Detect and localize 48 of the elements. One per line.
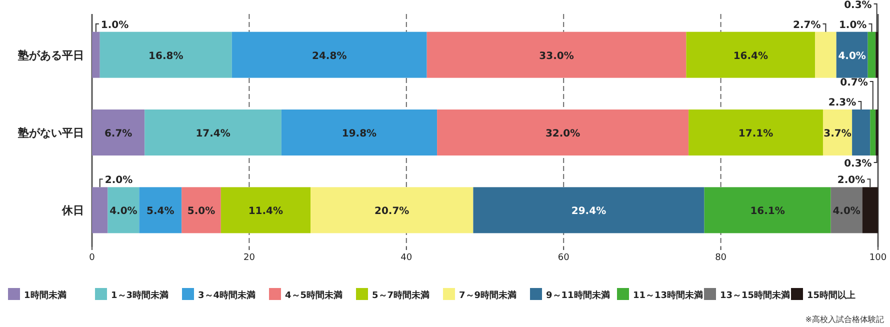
data-label: 20.7% (374, 206, 410, 218)
data-label: 24.8% (312, 50, 347, 62)
legend-label: 9～11時間未満 (546, 290, 610, 301)
data-label: 4.0% (832, 206, 860, 218)
data-label: 0.3% (844, 0, 872, 11)
data-label: 2.0% (837, 175, 866, 186)
data-label: 2.3% (828, 98, 856, 108)
x-tick-label: 100 (869, 253, 887, 263)
x-tick-label: 0 (89, 253, 96, 263)
data-label: 0.7% (840, 78, 868, 88)
text: ※高校入試合格体験記 (805, 315, 884, 324)
x-tick-label: 80 (715, 253, 727, 263)
data-label: 3.7% (824, 128, 852, 140)
data-label: 17.1% (738, 128, 774, 140)
data-label: 32.0% (545, 128, 580, 140)
data-label: 4.0% (838, 50, 866, 62)
data-label: 11.4% (248, 206, 284, 218)
data-label: 5.4% (146, 206, 174, 218)
data-label: 29.4% (571, 206, 606, 218)
y-tick-label: 塾がない平日 (17, 126, 84, 140)
legend-label: 11～13時間未満 (633, 290, 704, 301)
data-label: 2.0% (104, 175, 133, 186)
legend-label: 1～3時間未満 (111, 290, 169, 301)
data-label: 17.4% (196, 128, 230, 140)
data-label: 6.7% (104, 128, 132, 140)
legend-label: 7～9時間未満 (459, 290, 517, 301)
x-tick-label: 60 (558, 253, 570, 263)
data-label: 0.3% (844, 158, 872, 170)
data-label: 16.4% (733, 50, 768, 62)
data-label: 1.0% (100, 20, 129, 31)
data-label: 16.1% (750, 206, 785, 218)
data-label: 1.0% (838, 20, 867, 31)
x-tick-label: 40 (400, 253, 412, 263)
data-label: 5.0% (187, 206, 216, 218)
y-tick-label: 休日 (61, 204, 84, 218)
data-label: 33.0% (539, 50, 574, 62)
data-label: 2.7% (792, 20, 821, 31)
data-label: 16.8% (148, 50, 184, 62)
data-label: 4.0% (110, 206, 138, 218)
legend-label: 3～4時間未満 (198, 290, 256, 301)
legend-label: 5～7時間未満 (372, 290, 430, 301)
y-tick-label: 塾がある平日 (17, 48, 84, 62)
legend-label: 1時間未満 (24, 290, 66, 301)
legend-label: 4～5時間未満 (285, 290, 343, 301)
legend-label: 15時間以上 (807, 290, 856, 301)
data-label: 19.8% (342, 128, 377, 140)
x-tick-label: 20 (243, 253, 256, 263)
legend-label: 13～15時間未満 (720, 290, 790, 301)
